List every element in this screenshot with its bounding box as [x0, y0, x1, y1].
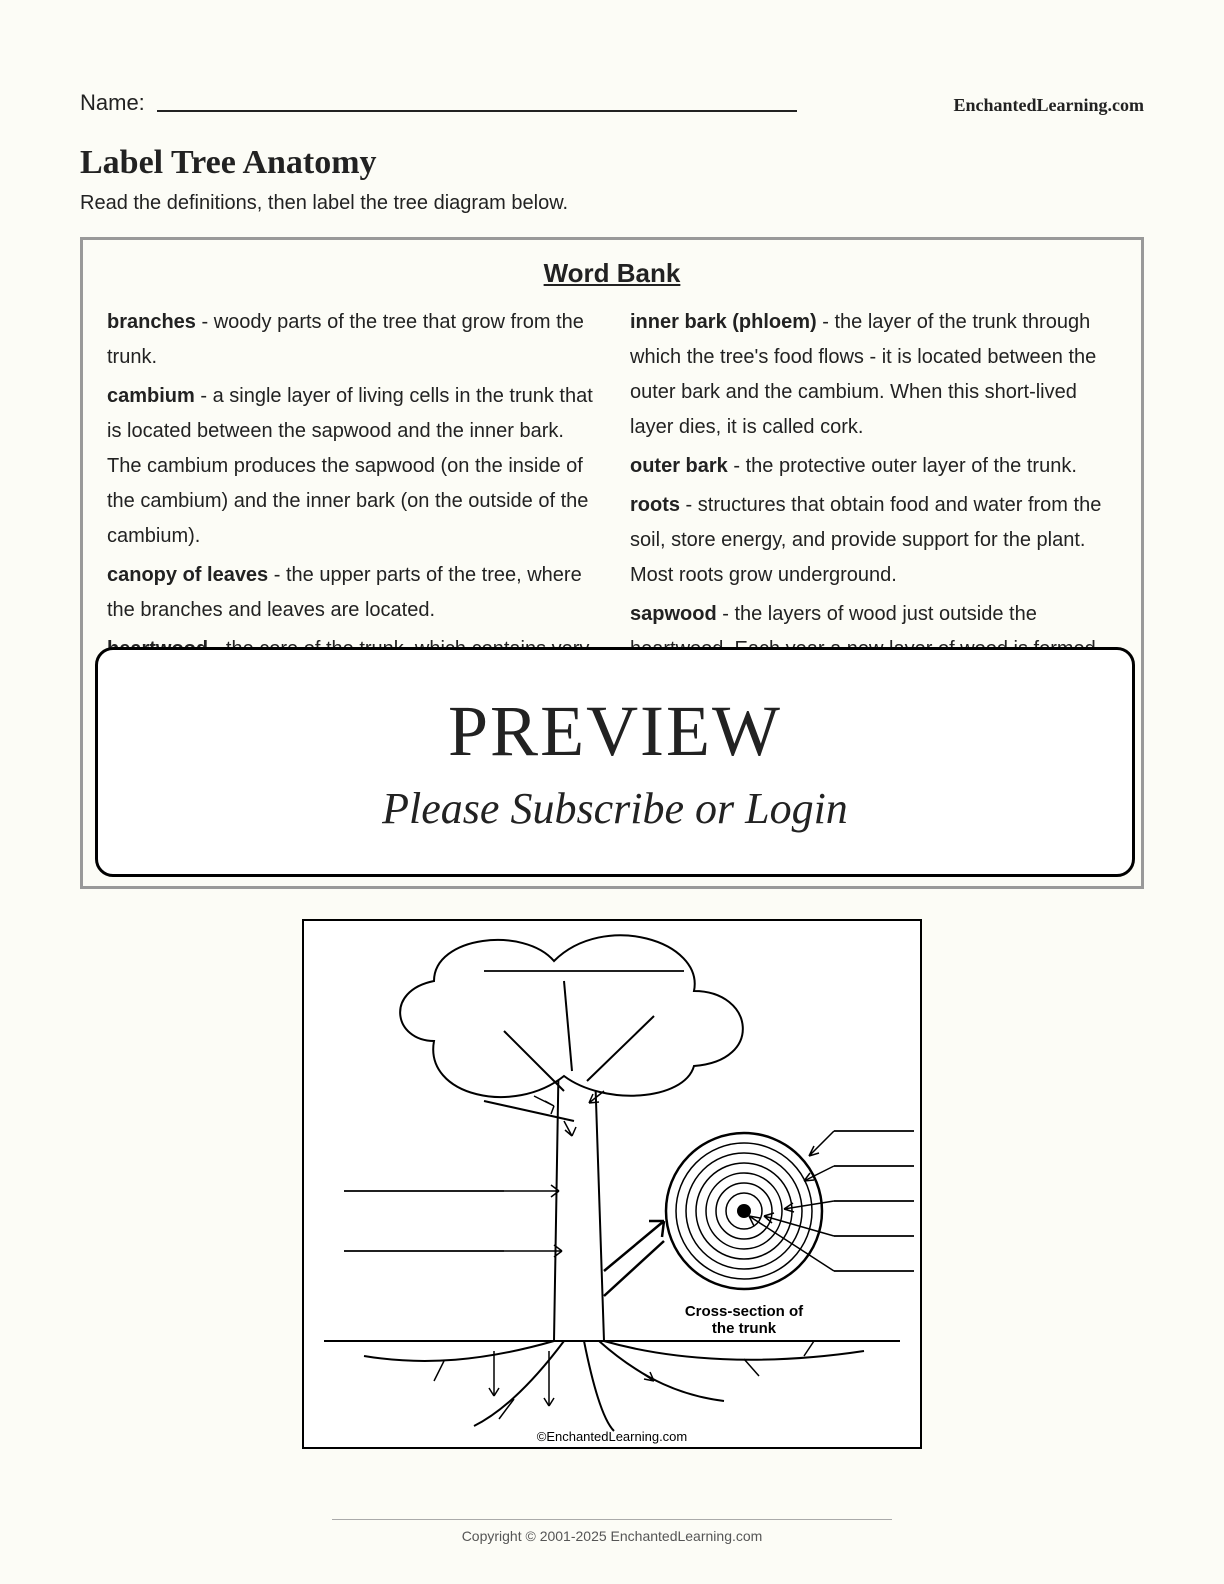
term: branches	[107, 311, 196, 333]
diagram-container: Cross-section of the trunk ©EnchantedLea…	[80, 919, 1144, 1449]
page-title: Label Tree Anatomy	[80, 144, 1144, 182]
cross-section-caption-1: Cross-section of	[685, 1303, 804, 1320]
term: outer bark	[630, 455, 728, 477]
instructions: Read the definitions, then label the tre…	[80, 192, 1144, 215]
definition-item: inner bark (phloem) - the layer of the t…	[630, 305, 1117, 445]
term: cambium	[107, 385, 195, 407]
name-blank-line[interactable]	[157, 110, 797, 112]
footer-copyright: Copyright © 2001-2025 EnchantedLearning.…	[0, 1528, 1224, 1544]
term: roots	[630, 494, 680, 516]
tree-diagram: Cross-section of the trunk ©EnchantedLea…	[302, 919, 922, 1449]
definition-item: branches - woody parts of the tree that …	[107, 305, 594, 375]
name-label: Name:	[80, 90, 145, 116]
term-def: - a single layer of living cells in the …	[107, 385, 593, 547]
definition-item: cambium - a single layer of living cells…	[107, 379, 594, 554]
cross-section-icon	[666, 1133, 822, 1289]
header-row: Name: EnchantedLearning.com	[80, 90, 1144, 116]
definition-item: roots - structures that obtain food and …	[630, 488, 1117, 593]
site-name: EnchantedLearning.com	[953, 95, 1144, 116]
term-def: - the protective outer layer of the trun…	[728, 455, 1077, 477]
preview-subtitle: Please Subscribe or Login	[382, 783, 848, 834]
term: inner bark (phloem)	[630, 311, 817, 333]
word-bank-title: Word Bank	[107, 258, 1117, 289]
preview-overlay: PREVIEW Please Subscribe or Login	[95, 647, 1135, 877]
definition-item: canopy of leaves - the upper parts of th…	[107, 558, 594, 628]
term: canopy of leaves	[107, 564, 268, 586]
cross-section-caption-2: the trunk	[712, 1320, 777, 1337]
diagram-credit: ©EnchantedLearning.com	[537, 1429, 688, 1444]
definition-item: outer bark - the protective outer layer …	[630, 449, 1117, 484]
term: sapwood	[630, 603, 717, 625]
tree-svg: Cross-section of the trunk ©EnchantedLea…	[304, 921, 920, 1447]
preview-title: PREVIEW	[448, 690, 782, 773]
footer-divider	[332, 1519, 892, 1520]
term-def: - structures that obtain food and water …	[630, 494, 1101, 586]
name-field-block: Name:	[80, 90, 797, 116]
footer: Copyright © 2001-2025 EnchantedLearning.…	[0, 1519, 1224, 1544]
